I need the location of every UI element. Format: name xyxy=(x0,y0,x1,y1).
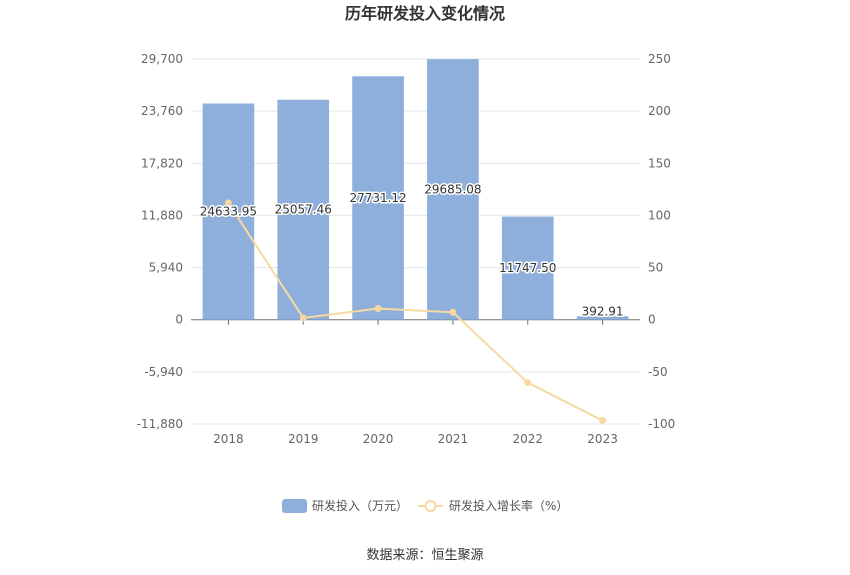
y-left-tick-label: 5,940 xyxy=(149,261,183,275)
bar-layer xyxy=(202,59,629,320)
y-right-tick-label: 0 xyxy=(648,313,656,327)
y-left-tick-label: 11,880 xyxy=(141,208,183,222)
y-left-tick-label: 23,760 xyxy=(141,104,183,118)
legend[interactable]: 研发投入（万元） 研发投入增长率（%） xyxy=(282,498,568,513)
y-right-tick-label: 50 xyxy=(648,261,663,275)
growth-line xyxy=(227,202,604,422)
line-point[interactable] xyxy=(449,308,457,316)
x-tick-label: 2022 xyxy=(512,432,543,446)
bar-data-label: 11747.50 xyxy=(499,261,556,275)
bar-data-label: 392.91 xyxy=(582,304,624,318)
y-left-tick-label: 0 xyxy=(175,313,183,327)
bar[interactable] xyxy=(501,216,554,320)
line-layer xyxy=(224,199,607,425)
grid-layer xyxy=(191,58,640,425)
bar-data-label: 25057.46 xyxy=(275,203,332,217)
y-right-tick-label: -50 xyxy=(648,365,668,379)
y-left-tick-label: 29,700 xyxy=(141,52,183,66)
chart-title: 历年研发投入变化情况 xyxy=(345,4,505,23)
bar[interactable] xyxy=(202,103,255,320)
x-tick-label: 2020 xyxy=(363,432,394,446)
bar[interactable] xyxy=(277,99,330,320)
y-right-tick-label: 250 xyxy=(648,52,671,66)
data-label-layer: 24633.95 25057.46 27731.12 29685.08 11747.50… xyxy=(198,181,625,320)
y-right-tick-label: 200 xyxy=(648,104,671,118)
axis-layer: 29,700 23,760 17,820 11,880 5,940 0 -5,940 -11,… xyxy=(137,52,676,446)
y-left-tick-label: -5,940 xyxy=(144,365,183,379)
x-tick-label: 2019 xyxy=(288,432,319,446)
line-point[interactable] xyxy=(224,199,232,207)
y-left-tick-label: -11,880 xyxy=(137,417,183,431)
legend-item-bar[interactable]: 研发投入（万元） xyxy=(282,498,408,513)
line-point[interactable] xyxy=(299,314,307,322)
line-point[interactable] xyxy=(599,417,607,425)
y-left-tick-label: 17,820 xyxy=(141,156,183,170)
bar[interactable] xyxy=(352,76,404,320)
legend-item-line[interactable]: 研发投入增长率（%） xyxy=(418,498,568,513)
y-right-tick-label: 150 xyxy=(648,156,671,170)
bar-data-label: 24633.95 xyxy=(200,205,257,219)
bar-data-label: 27731.12 xyxy=(349,191,406,205)
y-right-tick-label: 100 xyxy=(648,208,671,222)
bar-data-label: 29685.08 xyxy=(424,182,481,196)
bar[interactable] xyxy=(427,59,479,320)
x-tick-label: 2023 xyxy=(587,432,618,446)
y-right-tick-label: -100 xyxy=(648,417,675,431)
x-tick-label: 2021 xyxy=(438,432,469,446)
legend-line-label: 研发投入增长率（%） xyxy=(449,498,568,513)
line-point[interactable] xyxy=(524,379,532,387)
legend-bar-label: 研发投入（万元） xyxy=(312,498,408,513)
data-source: 数据来源：恒生聚源 xyxy=(366,548,483,563)
legend-bar-swatch xyxy=(282,499,307,513)
line-point[interactable] xyxy=(374,305,382,313)
bar[interactable] xyxy=(576,316,629,320)
legend-line-marker xyxy=(424,500,437,512)
x-tick-label: 2018 xyxy=(213,432,244,446)
